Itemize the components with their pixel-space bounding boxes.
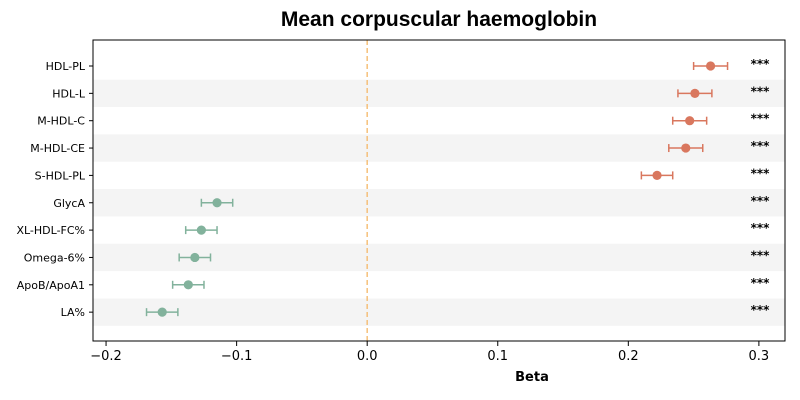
- y-tick-label: XL-HDL-FC%: [16, 224, 85, 237]
- x-tick-label: −0.1: [221, 349, 253, 364]
- row-band: [93, 298, 785, 326]
- significance-label: ***: [751, 139, 771, 153]
- y-tick-label: M-HDL-CE: [30, 142, 85, 155]
- x-tick-label: 0.0: [357, 349, 378, 364]
- y-tick-label: HDL-PL: [46, 60, 86, 73]
- data-point: [652, 170, 662, 180]
- y-tick-label: ApoB/ApoA1: [17, 279, 85, 292]
- significance-label: ***: [751, 166, 771, 180]
- data-point: [681, 143, 691, 153]
- row-band: [93, 79, 785, 108]
- x-tick-label: −0.2: [90, 349, 122, 364]
- significance-label: ***: [751, 248, 771, 262]
- y-tick-label: GlycA: [53, 197, 85, 210]
- significance-label: ***: [751, 57, 771, 71]
- x-tick-label: 0.1: [487, 349, 508, 364]
- y-tick-label: M-HDL-C: [37, 115, 85, 128]
- x-tick-label: 0.2: [618, 349, 639, 364]
- data-point: [183, 280, 193, 290]
- significance-label: ***: [751, 303, 771, 317]
- chart-title: Mean corpuscular haemoglobin: [280, 8, 598, 31]
- y-tick-label: HDL-L: [52, 87, 86, 100]
- significance-label: ***: [751, 112, 771, 126]
- x-axis-title: Beta: [515, 370, 549, 385]
- significance-label: ***: [751, 194, 771, 208]
- data-point: [690, 88, 700, 98]
- plot-frame: [92, 39, 786, 342]
- row-band: [93, 189, 785, 217]
- y-tick-label: S-HDL-PL: [35, 169, 86, 182]
- data-point: [705, 61, 716, 71]
- data-point: [190, 252, 200, 263]
- significance-label: ***: [751, 84, 771, 98]
- significance-label: ***: [751, 276, 771, 290]
- y-tick-label: Omega-6%: [24, 251, 85, 264]
- data-point: [157, 307, 167, 317]
- significance-label: ***: [751, 221, 771, 235]
- y-tick-label: LA%: [61, 306, 85, 319]
- data-point: [212, 198, 222, 208]
- data-point: [196, 225, 206, 235]
- data-point: [685, 116, 695, 126]
- x-tick-label: 0.3: [749, 349, 770, 364]
